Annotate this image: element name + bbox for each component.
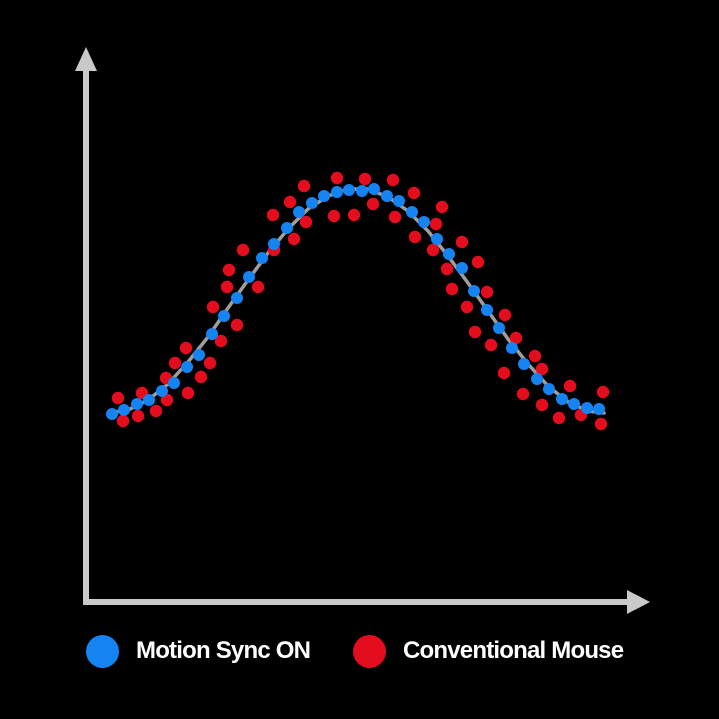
legend-dot-conventional-mouse-icon: [353, 634, 386, 668]
series-dots-motion-sync: [106, 183, 605, 420]
y-axis-arrowhead-icon: [75, 47, 97, 71]
legend-item-motion-sync: Motion Sync ON: [86, 633, 311, 669]
legend-dot-motion-sync-icon: [86, 634, 119, 668]
x-axis-arrowhead-icon: [627, 590, 650, 614]
y-axis-line: [83, 66, 89, 605]
series-dots-conventional-mouse: [111, 171, 610, 431]
x-axis-line: [83, 599, 628, 605]
legend-label-motion-sync: Motion Sync ON: [136, 637, 311, 664]
legend-label-conventional-mouse: Conventional Mouse: [403, 637, 624, 664]
legend: Motion Sync ON Conventional Mouse: [0, 633, 719, 673]
trend-curve: [106, 187, 606, 415]
legend-item-conventional-mouse: Conventional Mouse: [353, 633, 624, 669]
